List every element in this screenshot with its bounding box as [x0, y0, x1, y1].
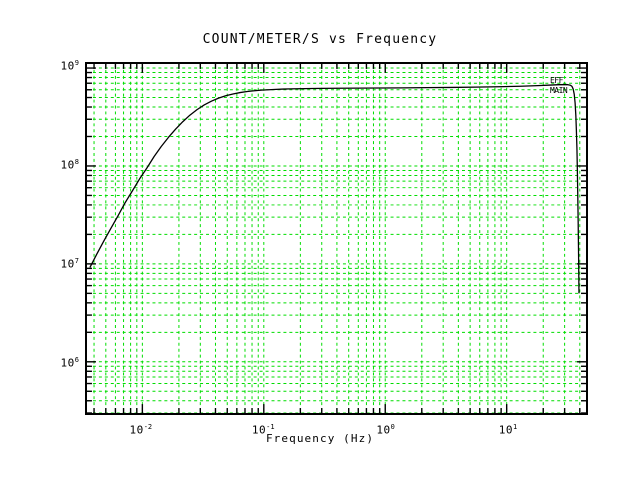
axis-ticks [87, 64, 586, 413]
x-axis-title: Frequency (Hz) [265, 432, 375, 445]
page-title: COUNT/METER/S vs Frequency [202, 32, 438, 47]
plot-frame [85, 62, 588, 415]
data-curve [89, 83, 580, 294]
curve-annotation-label: EFF [549, 76, 563, 86]
x-axis-tick-label: 101 [498, 423, 518, 437]
y-axis-tick-label: 106 [60, 356, 79, 370]
y-axis-tick-label: 108 [60, 158, 79, 172]
x-axis-tick-label: 10-2 [129, 423, 153, 437]
y-axis-tick-label: 107 [60, 257, 79, 271]
y-axis-tick-label: 109 [60, 59, 79, 73]
grid-lines [87, 64, 586, 413]
curve-annotation-label: MAIN [549, 86, 568, 96]
x-axis-tick-label: 100 [376, 423, 395, 437]
x-axis-tick-label: 10-1 [251, 423, 275, 437]
